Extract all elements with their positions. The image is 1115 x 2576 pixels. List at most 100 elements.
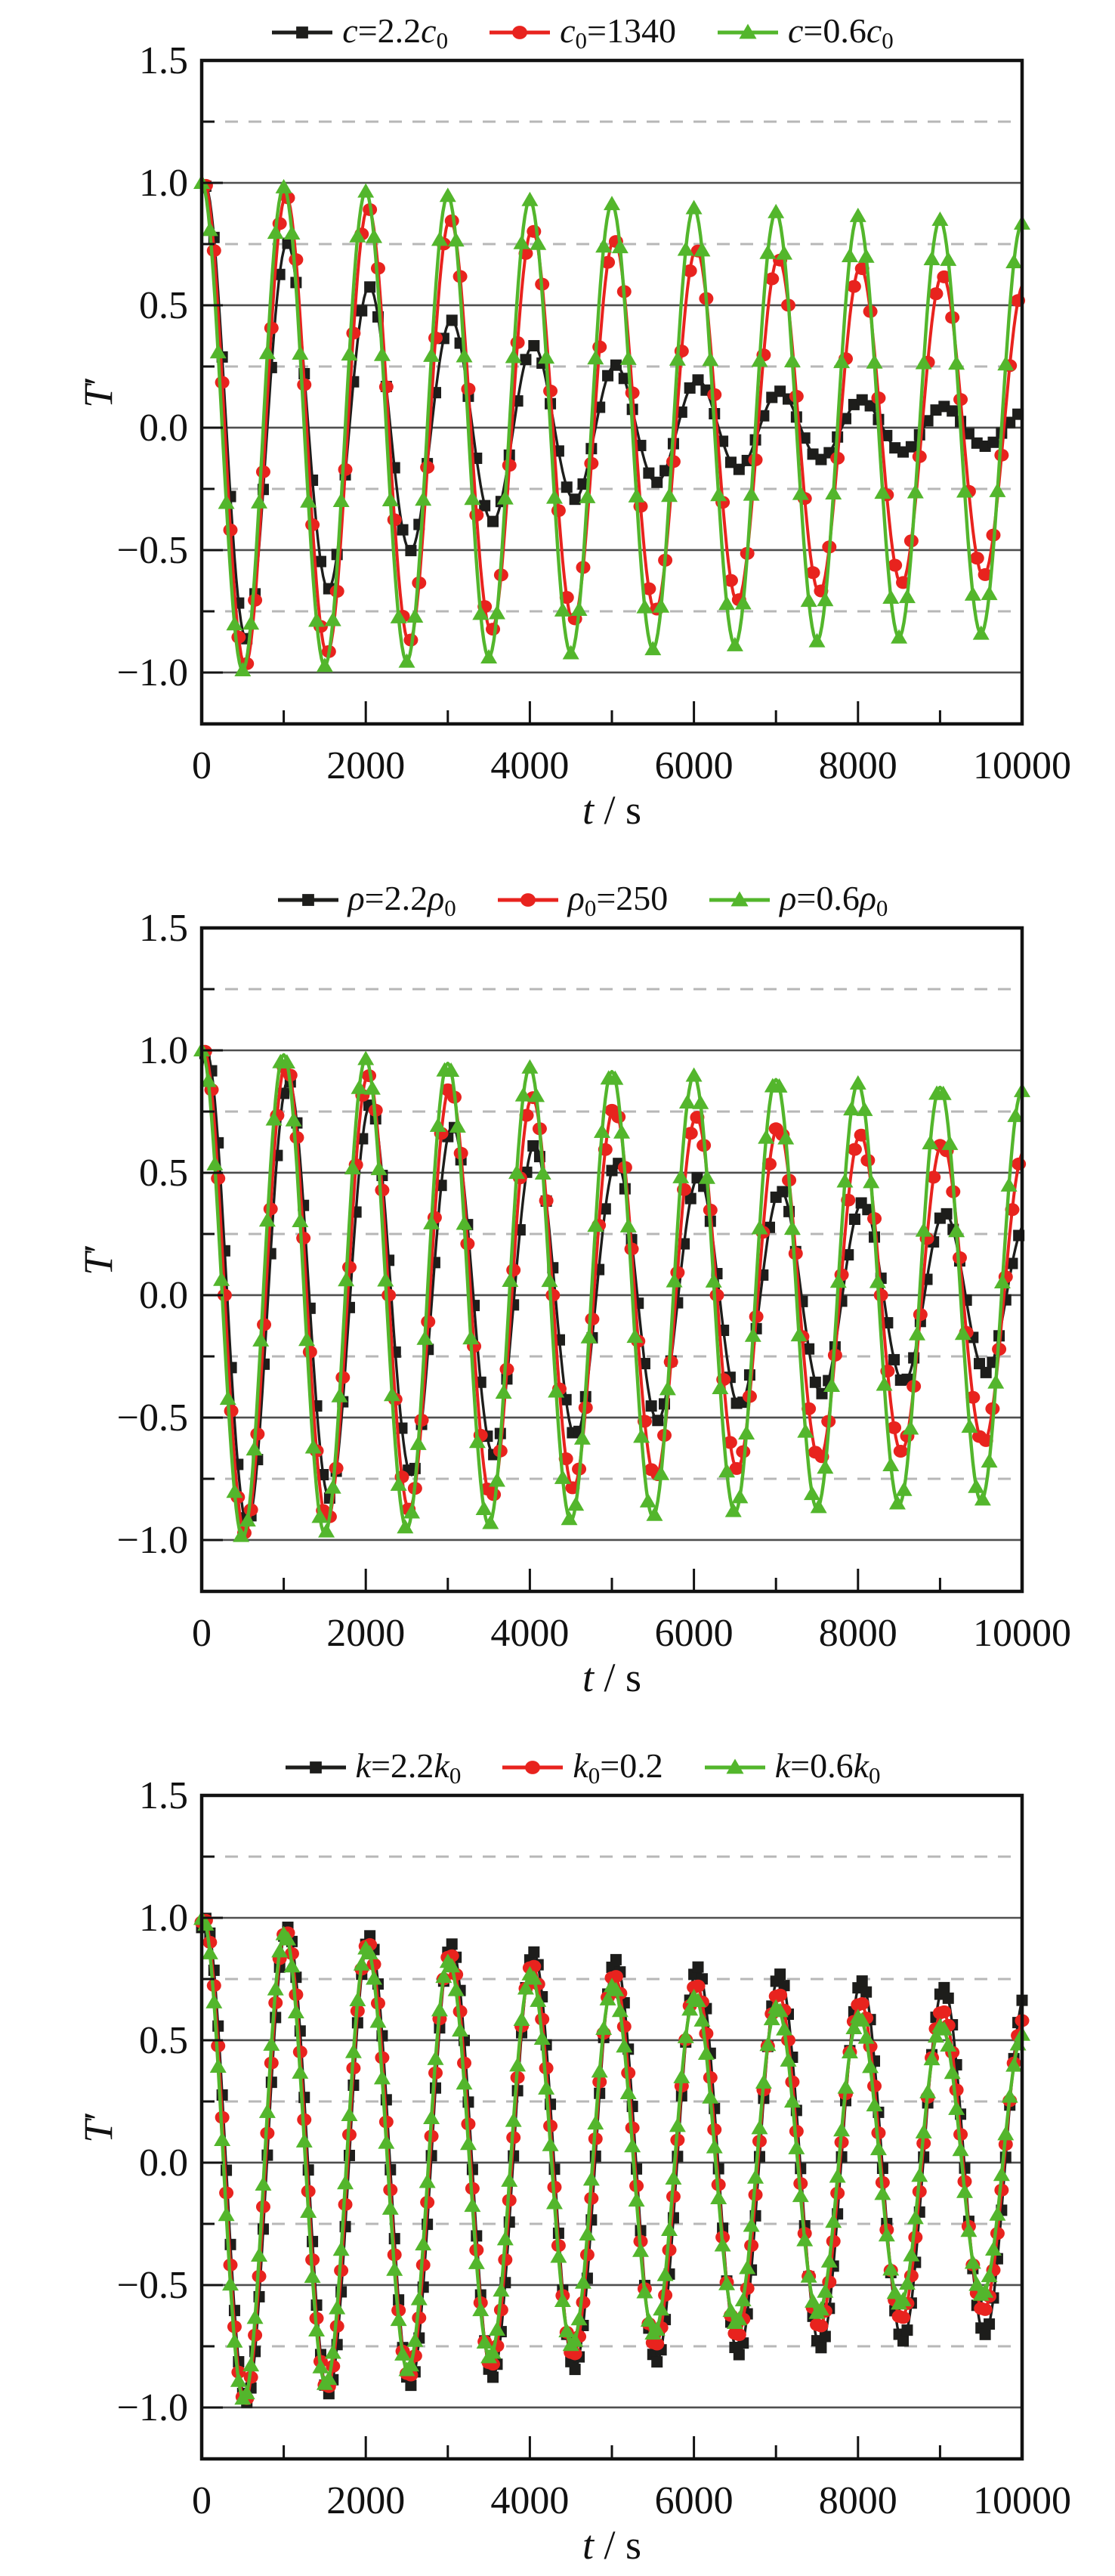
legend-label-segment: ρ: [859, 879, 876, 917]
square-marker: [675, 406, 687, 418]
triangle-marker: [462, 1330, 480, 1345]
legend-label-segment: 2.2: [384, 879, 428, 917]
circle-marker: [805, 566, 820, 580]
triangle-marker: [278, 1054, 295, 1069]
triangle-marker: [439, 187, 456, 203]
triangle-marker: [472, 605, 490, 620]
circle-marker: [520, 893, 536, 907]
triangle-marker: [423, 1214, 440, 1229]
triangle-marker: [678, 1094, 696, 1109]
triangle-marker: [406, 608, 424, 623]
triangle-marker: [344, 1160, 361, 1175]
triangle-marker: [587, 2115, 604, 2130]
triangle-marker: [898, 589, 916, 604]
x-tick-label: 0: [192, 2479, 212, 2522]
triangle-marker: [792, 2188, 809, 2203]
triangle-marker: [464, 490, 481, 506]
square-marker: [774, 1968, 786, 1981]
triangle-marker: [538, 2080, 555, 2095]
plot-border: [199, 926, 1024, 1594]
triangle-marker: [724, 1502, 742, 1517]
triangle-marker: [332, 493, 350, 508]
triangle-marker: [882, 589, 900, 604]
legend-sample-circle-icon: [490, 26, 551, 39]
triangle-marker: [246, 1441, 263, 1456]
triangle-marker: [246, 2309, 264, 2324]
circle-marker: [846, 280, 861, 293]
y-tick-label: 0.0: [139, 407, 188, 450]
triangle-marker: [738, 1425, 755, 1440]
triangle-marker: [633, 1428, 650, 1443]
x-tick-label: 6000: [655, 1612, 734, 1655]
triangle-marker: [857, 248, 875, 263]
triangle-marker: [357, 1050, 375, 1065]
circle-marker: [723, 574, 738, 587]
triangle-marker: [693, 242, 711, 257]
triangle-marker: [685, 199, 703, 215]
circle-marker: [729, 1461, 744, 1475]
triangle-marker: [915, 2123, 932, 2138]
triangle-marker: [856, 1101, 873, 1116]
square-marker: [643, 467, 655, 479]
triangle-marker: [718, 2275, 736, 2290]
triangle-marker: [271, 1943, 289, 1958]
triangle-marker: [616, 2038, 633, 2053]
triangle-marker: [1005, 254, 1023, 269]
triangle-marker: [267, 224, 284, 240]
legend-label-segment: c: [787, 11, 804, 50]
triangle-marker: [206, 1155, 224, 1170]
y-tick-label: −1.0: [117, 2386, 188, 2429]
y-tick-label: −1.0: [117, 651, 188, 694]
triangle-marker: [308, 2322, 326, 2337]
series-circle: [198, 178, 1026, 670]
triangle-marker: [214, 2131, 231, 2146]
triangle-marker: [903, 2247, 920, 2262]
triangle-marker: [366, 1970, 383, 1985]
triangle-marker: [464, 2197, 481, 2213]
triangle-marker: [981, 586, 998, 601]
triangle-marker: [283, 225, 301, 240]
y-tick-labels: 1.5 1.0 0.5 0.0 −0.5 −1.0: [117, 39, 188, 694]
triangle-marker: [734, 2292, 752, 2307]
x-tick-label: 2000: [326, 1612, 405, 1655]
plot-border: [199, 1793, 1024, 2461]
circle-marker: [461, 382, 476, 396]
legend-sample-triangle-icon: [704, 1758, 765, 1774]
triangle-marker: [673, 2068, 690, 2083]
triangle-marker: [357, 183, 375, 198]
triangle-marker: [447, 1981, 465, 1996]
y-tick-label: 0.0: [139, 1274, 188, 1317]
chart-rho-sensitivity: ρ=2.2ρ0 ρ0=250 ρ=0.6ρ0 0 2000 4000 6000 8000 100…: [0, 867, 1115, 1735]
circle-marker: [211, 1172, 226, 1186]
triangle-marker: [863, 1174, 880, 1189]
triangle-marker: [915, 354, 932, 370]
triangle-marker: [201, 221, 218, 237]
circle-marker: [346, 326, 361, 340]
triangle-marker: [833, 2122, 851, 2137]
legend-label-segment: c: [342, 11, 358, 50]
triangle-marker: [796, 2231, 814, 2247]
legend-label-segment: k: [355, 1746, 371, 1785]
legend-label-segment: =: [790, 1746, 811, 1785]
legend-sample-circle-icon: [502, 1761, 564, 1774]
y-tick-label: 1.0: [139, 162, 188, 205]
triangle-marker: [331, 1387, 348, 1402]
triangle-marker: [488, 2321, 505, 2336]
triangle-marker: [783, 2093, 801, 2108]
circle-marker: [749, 1310, 764, 1323]
legend-label-segment: c: [421, 11, 437, 50]
triangle-marker: [672, 1168, 690, 1183]
triangle-marker: [935, 2021, 953, 2036]
triangle-marker: [373, 2070, 391, 2085]
series-square: [199, 180, 1024, 645]
triangle-marker: [513, 2012, 530, 2027]
triangle-marker: [697, 2045, 715, 2060]
circle-marker: [854, 1997, 869, 2011]
triangle-marker: [505, 348, 522, 363]
triangle-marker: [923, 2051, 940, 2066]
legend-sample-square-icon: [272, 26, 333, 39]
circle-marker: [690, 1979, 706, 1993]
legend-item-square: c=2.2c0: [270, 11, 448, 54]
square-marker: [314, 555, 326, 567]
y-tick-label: 1.0: [139, 1897, 188, 1940]
